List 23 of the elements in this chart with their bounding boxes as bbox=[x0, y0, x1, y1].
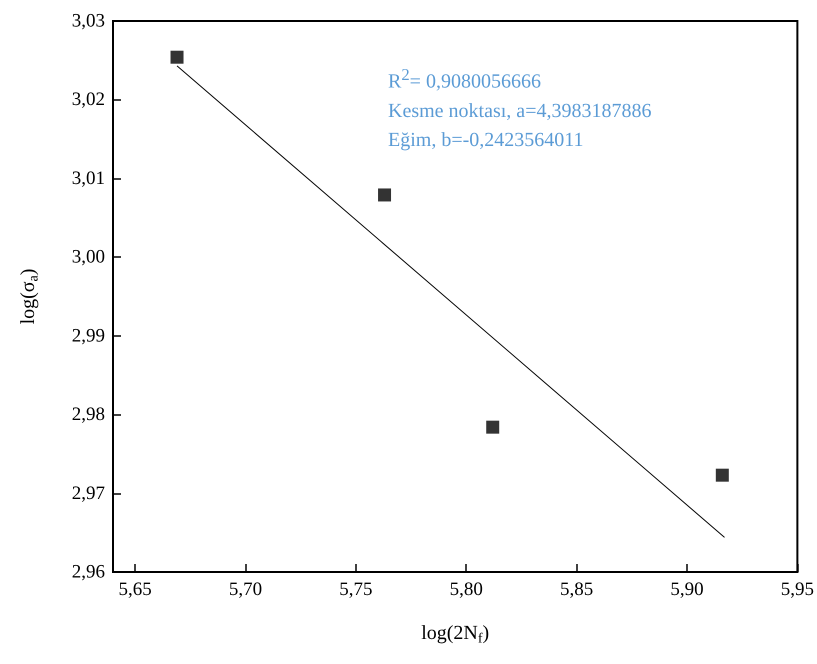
x-tick-label: 5,65 bbox=[118, 579, 152, 600]
x-tick-label: 5,80 bbox=[450, 579, 483, 600]
y-tick-label: 3,02 bbox=[72, 89, 105, 110]
y-tick-label: 2,99 bbox=[72, 325, 105, 346]
y-tick-label: 3,03 bbox=[72, 10, 105, 32]
y-tick-label: 2,96 bbox=[72, 562, 105, 582]
point bbox=[170, 50, 184, 64]
y-tick-label: 2,98 bbox=[72, 404, 105, 426]
x-tick-label: 5,75 bbox=[339, 579, 372, 600]
x-tick-label: 5,70 bbox=[228, 579, 262, 600]
x-tick-label: 5,90 bbox=[670, 579, 704, 600]
annotation: R$^{2}$= 0,9080056666 bbox=[388, 64, 542, 95]
point bbox=[716, 468, 729, 482]
y-tick-label: 2,97 bbox=[72, 482, 105, 504]
point bbox=[486, 420, 500, 434]
y-axis-title: log(σa) bbox=[17, 268, 42, 324]
y-tick-label: 3,01 bbox=[72, 168, 105, 189]
annotation: Kesme noktası, a=4,3983187886 bbox=[388, 98, 652, 124]
x-tick-label: 5,95 bbox=[780, 579, 814, 600]
point bbox=[378, 188, 392, 202]
x-tick-label: 5,85 bbox=[560, 579, 594, 600]
annotation: Eğim, b=-0,2423564011 bbox=[388, 128, 585, 153]
y-tick-label: 3,00 bbox=[72, 246, 105, 268]
